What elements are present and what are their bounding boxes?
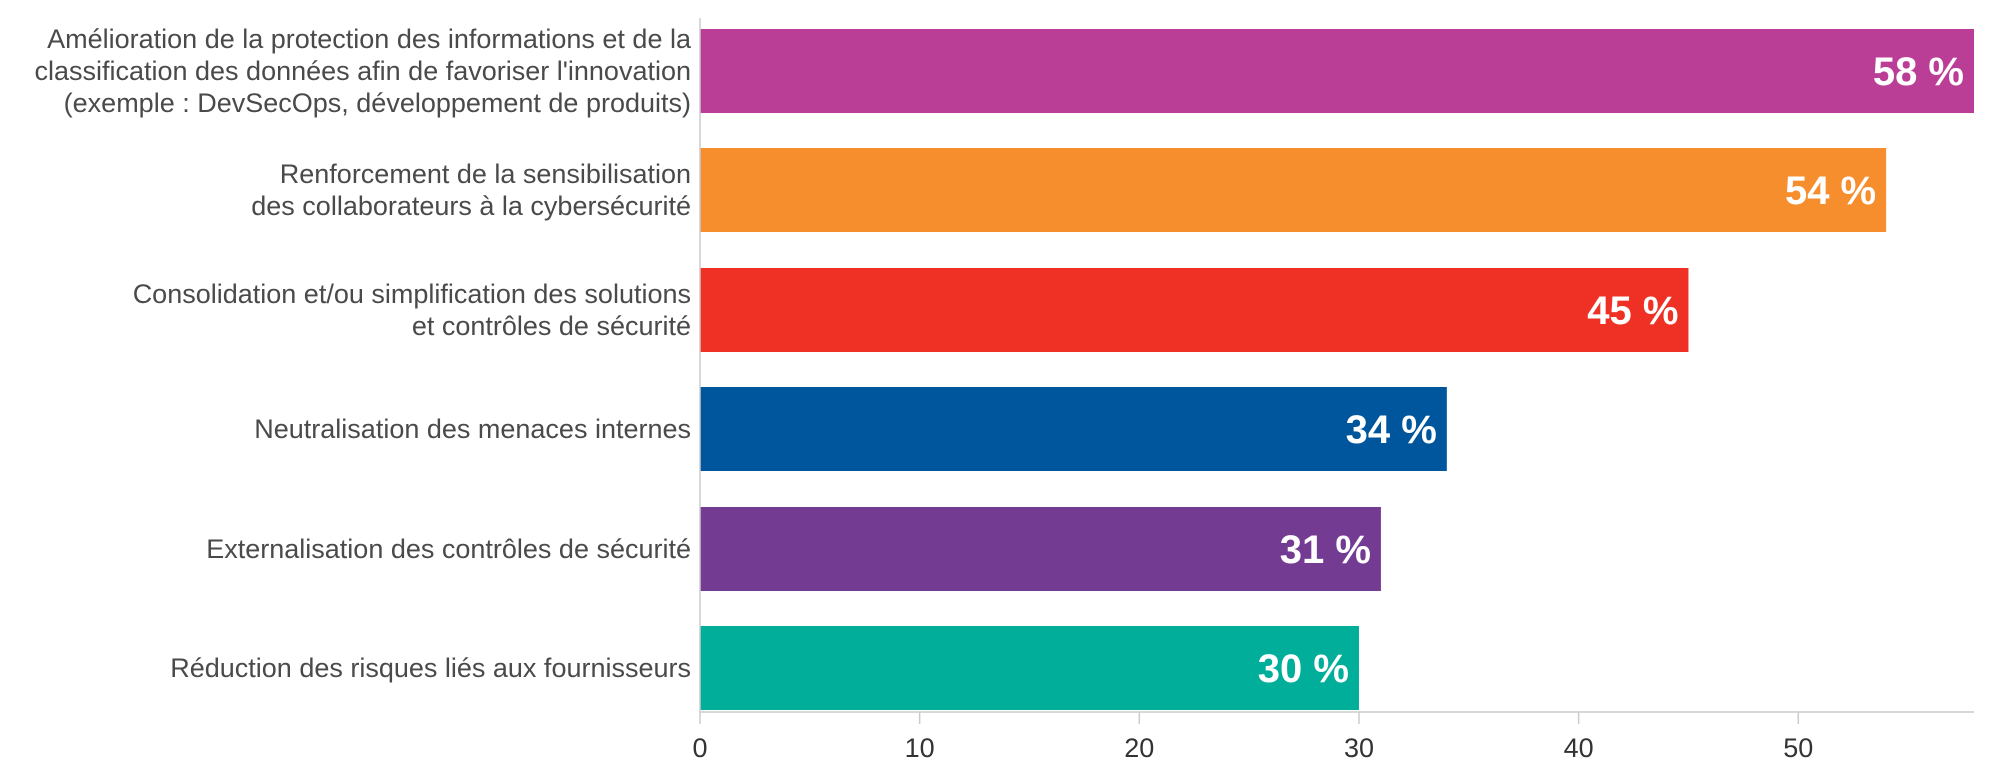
x-tick-label-0: 0 [692, 733, 707, 763]
x-tick-label-30: 30 [1344, 733, 1374, 763]
bar-value-label-6: 30 % [1258, 647, 1349, 691]
bar-6 [700, 626, 1359, 710]
category-label-3-line-1: Consolidation et/ou simplification des s… [133, 279, 691, 309]
x-tick-label-50: 50 [1783, 733, 1813, 763]
bar-value-label-3: 45 % [1587, 289, 1678, 333]
bar-value-label-1: 58 % [1873, 50, 1964, 94]
category-label-1-line-1: Amélioration de la protection des inform… [47, 24, 692, 54]
bar-value-label-4: 34 % [1346, 408, 1437, 452]
bar-value-label-5: 31 % [1280, 528, 1371, 572]
bar-2 [700, 148, 1887, 232]
bar-3 [700, 268, 1689, 352]
x-tick-label-20: 20 [1124, 733, 1154, 763]
category-labels-group: Amélioration de la protection des inform… [34, 24, 692, 683]
bars-group: 58 % 54 % 45 % 34 % 31 % 30 % [700, 29, 1974, 710]
category-label-6-line-1: Réduction des risques liés aux fournisse… [170, 653, 691, 683]
category-label-2-line-1: Renforcement de la sensibilisation [280, 159, 691, 189]
bar-1 [700, 29, 1974, 113]
category-label-4-line-1: Neutralisation des menaces internes [254, 414, 691, 444]
x-tick-label-40: 40 [1564, 733, 1594, 763]
category-label-1-line-3: (exemple : DevSecOps, développement de p… [64, 88, 691, 118]
category-label-2-line-2: des collaborateurs à la cybersécurité [251, 191, 691, 221]
x-tick-label-10: 10 [905, 733, 935, 763]
bar-4 [700, 387, 1447, 471]
category-label-1-line-2: classification des données afin de favor… [34, 56, 691, 86]
bar-value-label-2: 54 % [1785, 169, 1876, 213]
x-axis: 0 10 20 30 40 50 [692, 18, 1974, 763]
category-label-3-line-2: et contrôles de sécurité [412, 311, 691, 341]
category-label-5-line-1: Externalisation des contrôles de sécurit… [206, 534, 691, 564]
bar-5 [700, 507, 1381, 591]
